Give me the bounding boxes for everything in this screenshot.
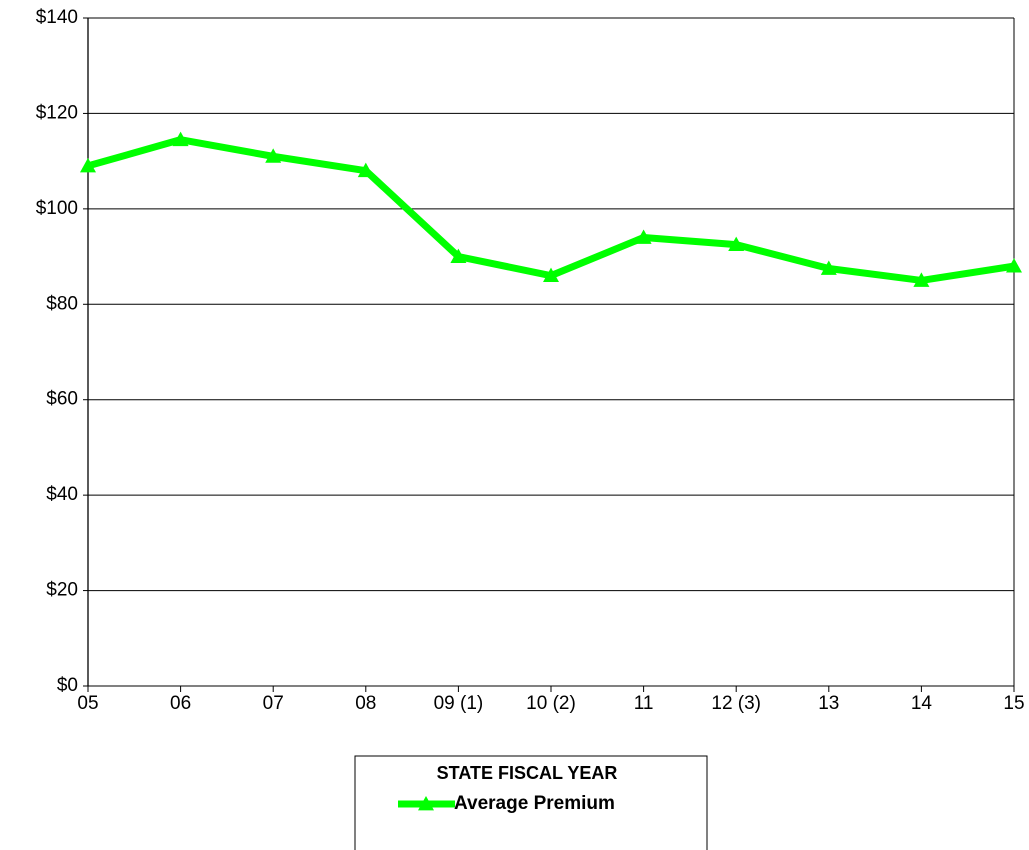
marker (820, 260, 837, 275)
marker (635, 229, 652, 244)
y-tick-label: $140 (36, 7, 78, 28)
marker (357, 162, 374, 178)
line (87, 136, 1015, 284)
x-tick-label: 05 (77, 693, 98, 714)
x-tick-label: 07 (263, 693, 284, 714)
x-tick-label: 14 (911, 693, 933, 714)
x-tick-label: 12 (3) (711, 693, 761, 714)
x-axis-title: STATE FISCAL YEAR (437, 763, 618, 783)
marker (172, 131, 189, 147)
x-tick-label: 15 (1003, 693, 1024, 714)
x-tick-label: 13 (818, 693, 839, 714)
marker (1006, 258, 1022, 273)
x-tick-label: 08 (355, 693, 376, 714)
marker (728, 236, 745, 252)
x-tick-label: 09 (1) (434, 693, 484, 714)
legend-marker (418, 796, 434, 811)
marker (265, 148, 282, 163)
marker (913, 272, 930, 287)
marker (450, 248, 467, 263)
x-tick-label: 10 (2) (526, 693, 576, 714)
y-tick-label: $100 (36, 198, 78, 219)
x-tick-label: 11 (634, 693, 654, 714)
y-tick-label: $40 (46, 484, 78, 505)
legend-label: Average Premium (454, 793, 615, 814)
legend-box (354, 755, 708, 850)
y-tick-label: $0 (57, 675, 78, 696)
y-tick-label: $20 (46, 580, 78, 601)
y-tick-label: $120 (36, 102, 78, 123)
y-tick-label: $80 (46, 293, 78, 314)
marker (543, 267, 559, 283)
x-tick-label: 06 (170, 693, 191, 714)
y-tick-label: $60 (46, 389, 78, 410)
marker (80, 157, 96, 173)
